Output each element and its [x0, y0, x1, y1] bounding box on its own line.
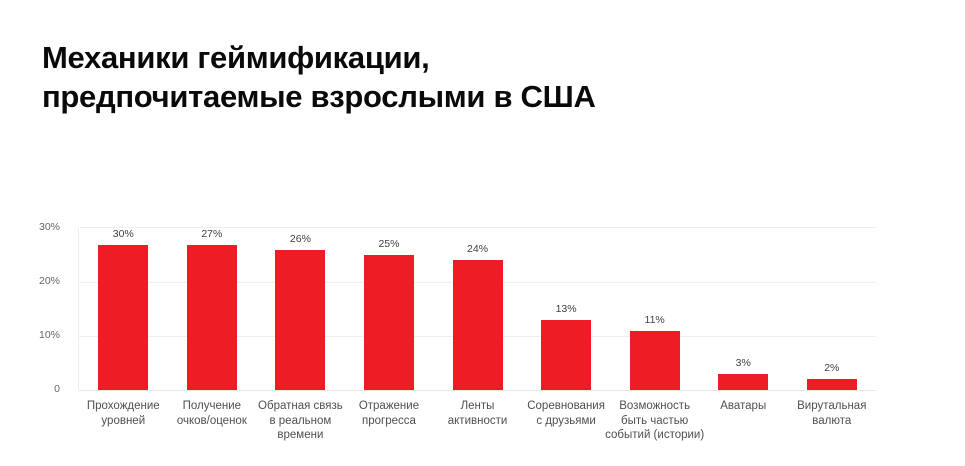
- bar-category-label-line: быть частью: [620, 414, 689, 427]
- plot-area: 30% Прохождение уровней 27% Получение очков/о…: [78, 227, 877, 441]
- bar-group: 3% Аватары: [699, 228, 788, 412]
- bar-value-label: 13%: [555, 302, 577, 315]
- bar-group: 13% Соревнования с друзьями: [522, 228, 611, 427]
- y-axis: 30% 20% 10% 0: [0, 221, 68, 395]
- bar-value-label: 30%: [112, 228, 134, 240]
- bar-value-label: 25%: [378, 238, 400, 250]
- bar-group: 30% Прохождение уровней: [79, 228, 168, 427]
- page-title-line-2: предпочитаемые взрослыми в США: [42, 79, 596, 114]
- bar-group: 24% Ленты активности: [433, 228, 522, 426]
- y-axis-tick-label: 30%: [38, 221, 60, 233]
- bar-category-label-line: очков/оценок: [176, 414, 247, 427]
- bar-group: 26% Обратная связь в реальном времени: [256, 228, 345, 441]
- bar-value-label: 2%: [824, 362, 840, 375]
- bar-category-label-line: событий (истории): [605, 429, 705, 441]
- bar-category-label-line: Получение: [182, 400, 242, 412]
- bar-group: 11% Возможность быть частью событий (истори…: [605, 228, 704, 441]
- bar-category-label-line: Возможность: [619, 400, 691, 412]
- x-axis-baseline: [79, 390, 876, 391]
- bar: [363, 255, 414, 390]
- bar: [806, 379, 857, 390]
- bar-group: 25% Отражение прогресса: [345, 228, 434, 427]
- y-axis-tick-label: 10%: [38, 329, 60, 341]
- bar-category-label-line: прогресса: [362, 414, 416, 427]
- bar-category-label-line: времени: [277, 429, 324, 441]
- bar: [718, 373, 769, 390]
- bar: [541, 319, 592, 390]
- gridline: [79, 227, 876, 228]
- bar-category-label: Вирутальная валюта: [766, 399, 898, 428]
- bar-category-label-line: Соревнования: [527, 400, 605, 412]
- bar: [186, 245, 237, 390]
- y-axis-tick-label: 0: [54, 383, 60, 395]
- bar-category-label-line: валюта: [812, 414, 852, 427]
- bar: [275, 249, 326, 390]
- bar-category-label: Отражение прогресса: [323, 399, 455, 428]
- bar-category-label-line: с друзьями: [536, 414, 596, 427]
- bar-value-label: 27%: [201, 228, 223, 240]
- bar-category-label: Аватары: [677, 399, 809, 414]
- bar: [98, 245, 149, 390]
- bar-category-label-line: Прохождение: [86, 400, 160, 412]
- bar-category-label-line: Вирутальная: [797, 400, 867, 412]
- bar-value-label: 26%: [289, 232, 311, 245]
- bar-value-label: 3%: [735, 356, 751, 369]
- page-title-line-1: Механики геймификации,: [42, 40, 430, 75]
- bar-category-label: Прохождение уровней: [57, 399, 189, 428]
- bar: [629, 330, 680, 390]
- bar-category-label-line: активности: [447, 414, 508, 427]
- bar-category-label: Ленты активности: [412, 399, 544, 428]
- bars-row: 30% Прохождение уровней 27% Получение очков/о…: [79, 228, 877, 441]
- bar: [452, 260, 503, 390]
- y-axis-tick-label: 20%: [38, 275, 60, 287]
- bar-value-label: 24%: [467, 243, 489, 256]
- bar-group: 27% Получение очков/оценок: [168, 228, 257, 427]
- bar-category-label-line: уровней: [101, 414, 146, 427]
- bar-category-label: Соревнования с друзьями: [500, 399, 632, 428]
- bar-value-label: 11%: [644, 313, 665, 326]
- bar-category-label-line: Ленты: [460, 400, 495, 412]
- bar-category-label: Обратная связь в реальном времени: [234, 399, 366, 443]
- bar-group: 2% Вирутальная валюта: [788, 228, 877, 426]
- bar-category-label: Получение очков/оценок: [146, 399, 278, 428]
- bar-category-label-line: Аватары: [720, 400, 767, 412]
- page-title: Механики геймификации, предпочитаемые вз…: [42, 38, 596, 116]
- bar-category-label: Возможность быть частью событий (истории): [589, 399, 721, 443]
- bar-category-label-line: Отражение: [358, 400, 420, 412]
- bar-category-label-line: Обратная связь: [258, 400, 343, 412]
- bar-category-label-line: в реальном: [269, 414, 332, 427]
